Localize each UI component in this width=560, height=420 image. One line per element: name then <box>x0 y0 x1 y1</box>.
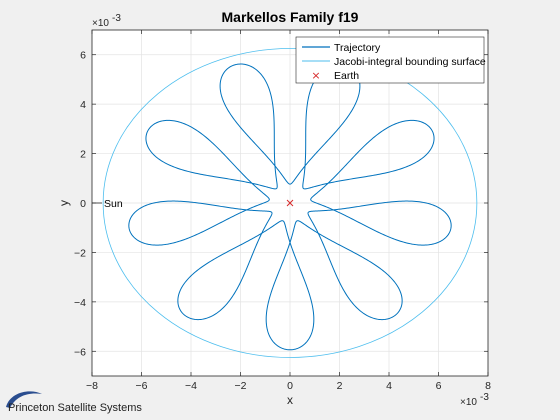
x-exponent: ×10 -3 <box>460 392 489 408</box>
x-tick-label: −2 <box>235 380 247 392</box>
x-tick-label: −6 <box>136 380 148 392</box>
legend: Trajectory Jacobi-integral bounding surf… <box>295 36 486 84</box>
x-exponent-power: -3 <box>480 392 489 403</box>
tick-labels: −8 −6 −4 −2 0 2 4 6 8 −6 −4 −2 0 2 4 6 <box>74 50 491 392</box>
brand-logo: Princeton Satellite Systems <box>6 391 142 414</box>
y-tick-label: −2 <box>74 247 86 259</box>
series-layer <box>102 48 478 358</box>
x-tick-label: 8 <box>485 380 491 392</box>
x-tick-label: 2 <box>337 380 343 392</box>
x-tick-label: −8 <box>86 380 98 392</box>
y-tick-label: −6 <box>74 346 86 358</box>
y-tick-label: 2 <box>80 149 86 161</box>
sun-annotation: Sun <box>92 198 123 210</box>
x-tick-label: 6 <box>436 380 442 392</box>
x-axis-label: x <box>287 393 293 407</box>
y-exponent: ×10 -3 <box>92 13 121 29</box>
y-tick-label: 0 <box>80 198 86 210</box>
brand-name: Princeton Satellite Systems <box>8 402 142 414</box>
swoosh-icon <box>6 391 42 408</box>
y-tick-label: −4 <box>74 297 86 309</box>
x-tick-label: −4 <box>185 380 197 392</box>
y-axis-label: y <box>57 200 71 206</box>
x-exponent-base: ×10 <box>460 397 477 408</box>
jacobi-bounding-surface <box>102 48 478 358</box>
plot-area <box>91 29 489 377</box>
earth-marker <box>286 199 294 207</box>
y-tick-label: 6 <box>80 50 86 62</box>
legend-swatch-earth: × <box>311 69 320 82</box>
x-tick-label: 4 <box>386 380 392 392</box>
legend-entry-trajectory: Trajectory <box>334 42 381 54</box>
legend-box <box>295 36 485 84</box>
x-tick-label: 0 <box>287 380 293 392</box>
chart-title: Markellos Family f19 <box>222 9 359 25</box>
sun-annotation-label: Sun <box>104 198 123 210</box>
legend-entry-jacobi: Jacobi-integral bounding surface <box>334 56 486 68</box>
earth-marker-stroke <box>286 199 294 207</box>
y-tick-label: 4 <box>80 99 86 111</box>
trajectory-line <box>128 63 452 351</box>
legend-entry-earth: Earth <box>334 70 359 82</box>
y-exponent-base: ×10 <box>92 18 109 29</box>
y-exponent-power: -3 <box>112 13 121 24</box>
